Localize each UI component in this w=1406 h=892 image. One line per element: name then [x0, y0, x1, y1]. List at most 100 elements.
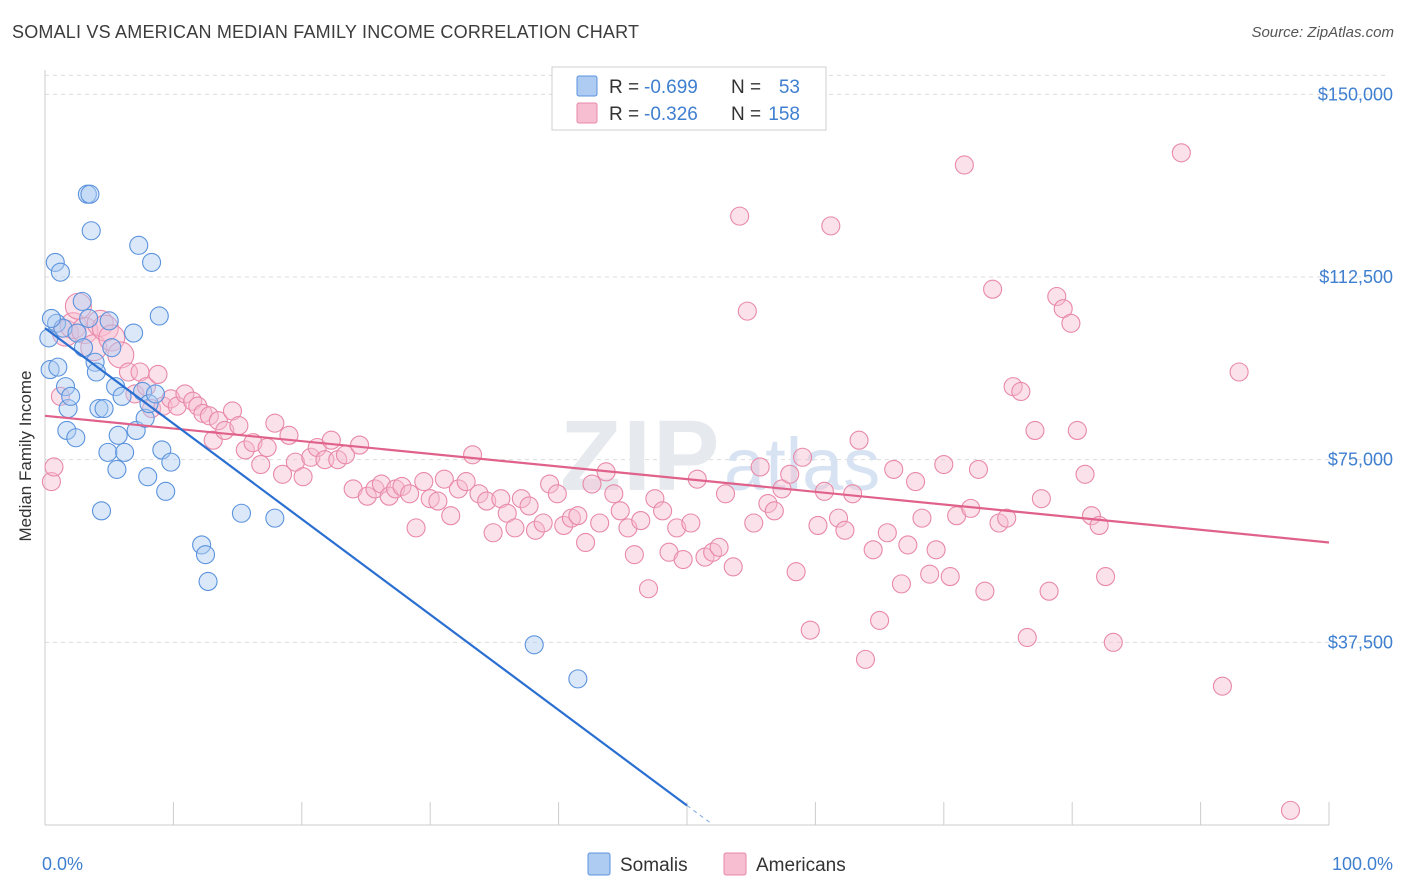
- legend-somali-n-value: 53: [779, 77, 800, 98]
- american-point-35: [265, 413, 285, 433]
- american-point-108: [780, 464, 800, 484]
- american-point-65: [477, 491, 497, 511]
- american-point-31: [235, 440, 255, 460]
- legend-american-r-label: R =: [609, 104, 639, 125]
- somali-point-5: [50, 262, 70, 282]
- american-point-80: [582, 474, 602, 494]
- american-point-146: [1047, 286, 1067, 307]
- somali-point-13: [73, 338, 94, 358]
- american-point-78: [568, 506, 588, 526]
- bottom-legend-american-swatch: [723, 852, 747, 876]
- american-point-127: [912, 508, 932, 528]
- american-point-54: [400, 484, 420, 504]
- somali-point-29: [112, 386, 132, 406]
- somali-point-18: [85, 352, 105, 372]
- american-point-139: [997, 508, 1017, 528]
- american-point-94: [681, 513, 701, 533]
- american-point-143: [1025, 420, 1045, 441]
- somali-point-4: [48, 357, 68, 377]
- somali-point-10: [66, 428, 86, 448]
- american-point-158: [1280, 800, 1301, 820]
- chart-title: SOMALI VS AMERICAN MEDIAN FAMILY INCOME …: [12, 22, 640, 42]
- american-point-63: [463, 445, 483, 465]
- american-point-99: [715, 484, 736, 504]
- somali-point-43: [161, 452, 181, 472]
- american-point-59: [434, 469, 454, 489]
- american-point-74: [540, 474, 560, 494]
- somali-point-35: [135, 408, 155, 428]
- american-point-149: [1067, 420, 1087, 441]
- somali-point-48: [265, 508, 285, 528]
- american-point-124: [891, 574, 911, 594]
- american-point-50: [371, 474, 391, 494]
- american-point-43: [321, 430, 341, 450]
- somali-point-45: [195, 545, 216, 565]
- american-point-76: [554, 515, 574, 535]
- american-point-157: [1229, 362, 1249, 382]
- somali-point-30: [115, 442, 135, 462]
- american-point-2: [50, 386, 70, 406]
- american-point-10: [98, 324, 126, 352]
- american-point-155: [1171, 143, 1191, 163]
- somali-point-28: [108, 425, 128, 445]
- american-point-36: [272, 464, 293, 484]
- american-point-128: [920, 564, 940, 584]
- american-point-111: [800, 620, 820, 640]
- american-point-142: [1017, 627, 1037, 648]
- somali-point-33: [129, 235, 149, 255]
- trend-lines: [44, 327, 1330, 826]
- legend-american-n-label: N =: [731, 104, 761, 125]
- american-point-118: [849, 430, 869, 450]
- somali-point-44: [192, 535, 212, 555]
- somali-point-1: [40, 360, 60, 380]
- american-point-97: [703, 542, 723, 562]
- somali-point-52: [61, 386, 81, 406]
- american-point-12: [118, 362, 139, 382]
- american-point-137: [983, 279, 1003, 299]
- american-point-145: [1039, 581, 1059, 601]
- american-point-20: [167, 396, 187, 416]
- american-point-66: [483, 523, 503, 543]
- american-point-62: [456, 472, 476, 492]
- american-point-55: [406, 518, 426, 538]
- american-point-69: [505, 518, 525, 538]
- somali-point-21: [91, 501, 112, 521]
- american-point-144: [1031, 489, 1051, 509]
- american-point-119: [855, 649, 876, 669]
- american-point-60: [441, 506, 461, 526]
- american-point-101: [730, 206, 750, 226]
- american-point-75: [547, 484, 567, 504]
- legend-frame: [551, 66, 827, 131]
- americans-trend-line: [44, 414, 1330, 544]
- american-point-86: [624, 545, 644, 565]
- american-point-123: [884, 459, 904, 479]
- american-point-56: [414, 472, 434, 492]
- american-point-88: [638, 579, 659, 599]
- american-point-106: [764, 501, 784, 521]
- american-point-121: [870, 610, 890, 630]
- american-point-112: [808, 515, 828, 535]
- legend-box: R = -0.699 N = 53 R = -0.326 N = 158: [551, 66, 827, 131]
- american-point-0: [41, 472, 61, 492]
- american-point-135: [968, 459, 989, 479]
- somalis-trend-line: [44, 327, 688, 807]
- somalis-points: [39, 184, 588, 689]
- chart-source: Source: ZipAtlas.com: [1251, 24, 1394, 41]
- american-point-100: [723, 557, 743, 577]
- american-point-125: [898, 535, 918, 555]
- watermark-atlas: atlas: [724, 423, 880, 506]
- somali-point-42: [156, 481, 176, 501]
- american-point-51: [379, 486, 399, 506]
- american-point-110: [793, 447, 813, 467]
- american-point-32: [243, 433, 263, 453]
- american-point-84: [610, 501, 630, 521]
- american-point-122: [877, 523, 897, 543]
- american-point-79: [576, 532, 596, 553]
- american-point-81: [590, 513, 610, 533]
- american-point-156: [1212, 676, 1232, 696]
- american-point-83: [604, 484, 624, 504]
- american-point-133: [954, 155, 974, 175]
- somali-point-40: [149, 306, 169, 326]
- american-point-61: [448, 479, 468, 499]
